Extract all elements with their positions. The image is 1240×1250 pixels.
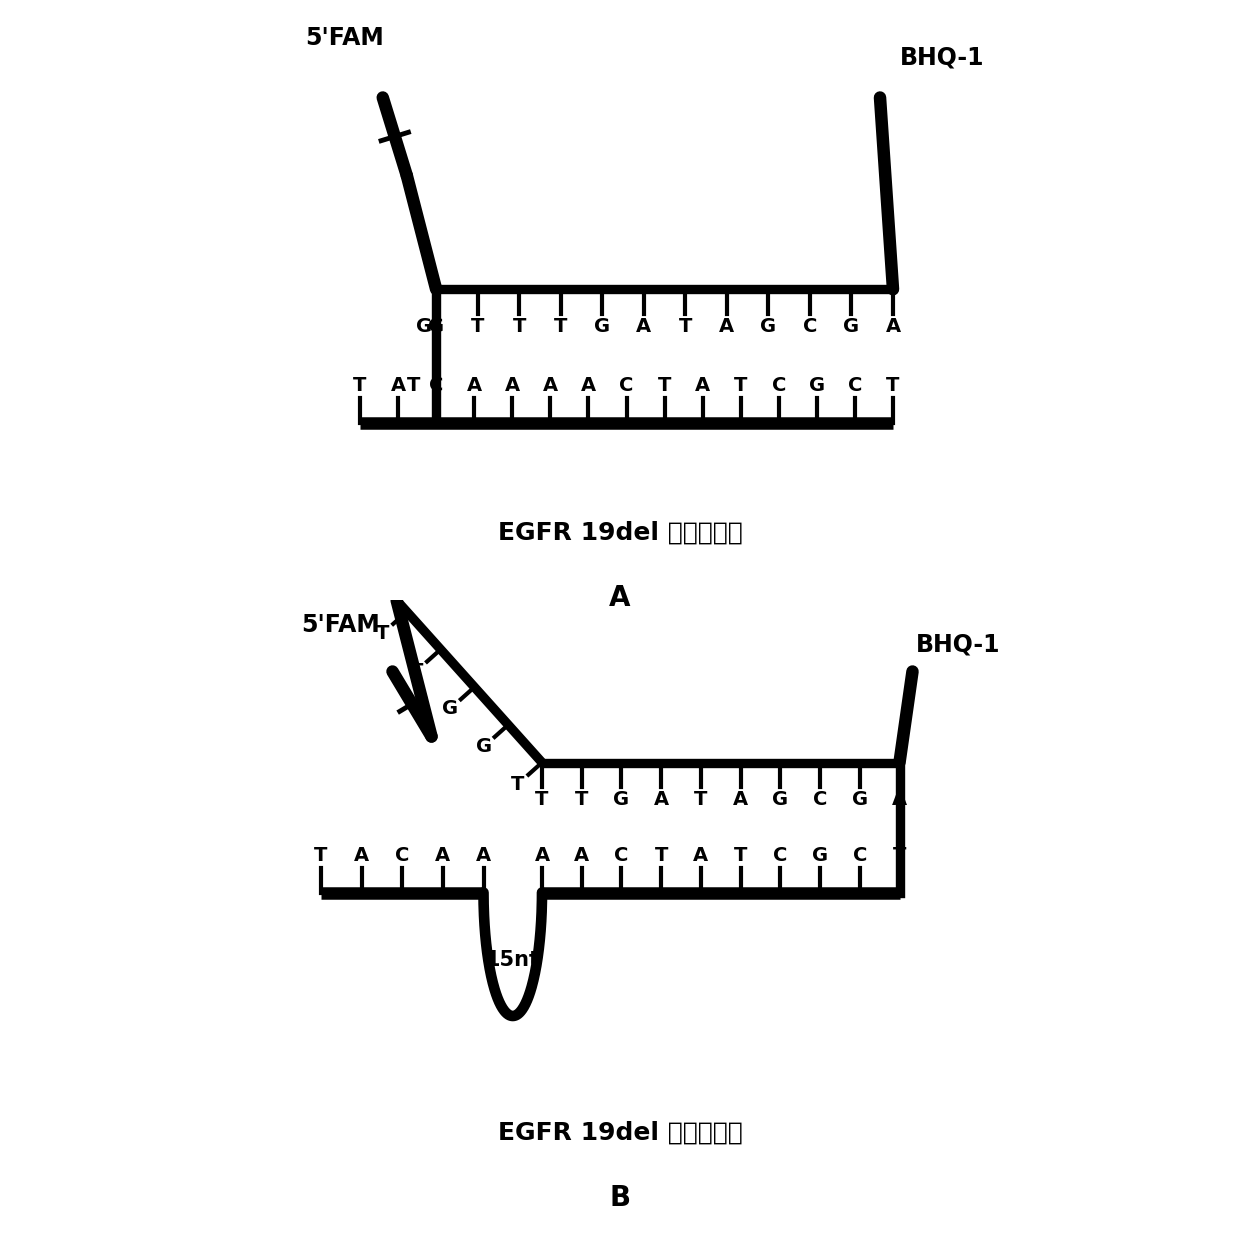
Text: BHQ-1: BHQ-1	[899, 45, 985, 70]
Text: C: C	[813, 790, 827, 809]
Text: C: C	[774, 846, 787, 865]
Text: A: A	[636, 316, 651, 335]
Text: C: C	[802, 316, 817, 335]
Text: A: A	[534, 846, 549, 865]
Text: G: G	[417, 316, 433, 335]
Text: A: A	[693, 846, 708, 865]
Text: EGFR 19del 突变型序列: EGFR 19del 突变型序列	[497, 521, 743, 545]
Text: G: G	[443, 699, 459, 719]
Text: 5'FAM: 5'FAM	[301, 612, 381, 638]
Text: BHQ-1: BHQ-1	[916, 632, 1001, 656]
Text: A: A	[543, 376, 558, 395]
Text: 5'FAM: 5'FAM	[305, 26, 383, 50]
Text: G: G	[476, 738, 492, 756]
Text: C: C	[396, 846, 409, 865]
Text: T: T	[314, 846, 327, 865]
Text: G: G	[428, 316, 444, 335]
Text: T: T	[694, 790, 708, 809]
Text: C: C	[429, 376, 444, 395]
Text: T: T	[407, 376, 420, 395]
Text: A: A	[653, 790, 668, 809]
Text: T: T	[353, 376, 367, 395]
Text: A: A	[391, 376, 405, 395]
Text: A: A	[476, 846, 491, 865]
Text: T: T	[734, 846, 748, 865]
Text: C: C	[848, 376, 862, 395]
Text: A: A	[574, 846, 589, 865]
Text: G: G	[808, 376, 825, 395]
Text: B: B	[609, 1184, 631, 1212]
Text: T: T	[658, 376, 671, 395]
Text: G: G	[773, 790, 789, 809]
Text: T: T	[655, 846, 668, 865]
Text: T: T	[536, 790, 548, 809]
Text: T: T	[511, 775, 525, 794]
Text: A: A	[466, 376, 482, 395]
Text: C: C	[771, 376, 786, 395]
Text: T: T	[734, 376, 748, 395]
Text: A: A	[435, 846, 450, 865]
Text: T: T	[512, 316, 526, 335]
Text: A: A	[355, 846, 370, 865]
Text: 15nt: 15nt	[486, 950, 539, 970]
Text: T: T	[376, 624, 389, 642]
Text: G: G	[594, 316, 610, 335]
Text: G: G	[614, 790, 630, 809]
Text: T: T	[893, 846, 906, 865]
Text: G: G	[812, 846, 828, 865]
Text: A: A	[696, 376, 711, 395]
Text: A: A	[892, 790, 908, 809]
Text: T: T	[887, 376, 900, 395]
Text: A: A	[580, 376, 596, 395]
Text: T: T	[409, 661, 423, 680]
Text: G: G	[843, 316, 859, 335]
Text: A: A	[719, 316, 734, 335]
Text: A: A	[733, 790, 748, 809]
Text: T: T	[678, 316, 692, 335]
Text: A: A	[505, 376, 520, 395]
Text: A: A	[609, 584, 631, 612]
Text: A: A	[885, 316, 900, 335]
Text: EGFR 19del 野生型序列: EGFR 19del 野生型序列	[497, 1121, 743, 1145]
Text: G: G	[852, 790, 868, 809]
Text: C: C	[614, 846, 629, 865]
Text: T: T	[575, 790, 589, 809]
Text: C: C	[853, 846, 867, 865]
Text: T: T	[471, 316, 485, 335]
Text: G: G	[760, 316, 776, 335]
Text: T: T	[554, 316, 568, 335]
Text: C: C	[619, 376, 634, 395]
